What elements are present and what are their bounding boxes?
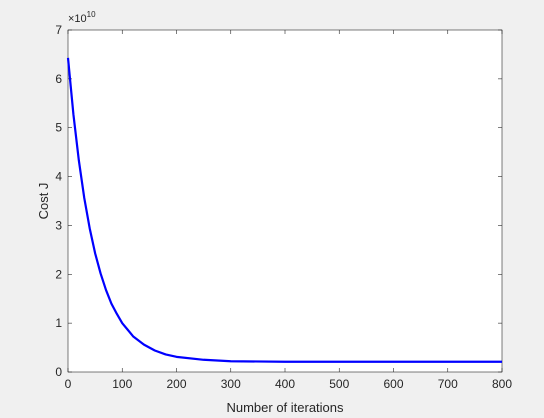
y-scale-exponent: 10 bbox=[87, 10, 96, 19]
x-tick-label: 200 bbox=[166, 377, 186, 391]
x-tick-label: 400 bbox=[275, 377, 295, 391]
y-tick-label: 4 bbox=[55, 170, 62, 184]
x-tick-label: 300 bbox=[221, 377, 241, 391]
x-tick-label: 700 bbox=[438, 377, 458, 391]
y-tick-label: 2 bbox=[55, 267, 62, 281]
y-tick-label: 5 bbox=[55, 121, 62, 135]
x-tick-label: 800 bbox=[492, 377, 512, 391]
cost-line bbox=[66, 57, 502, 363]
x-tick-label: 500 bbox=[329, 377, 349, 391]
y-tick-label: 3 bbox=[55, 218, 62, 232]
y-tick-label: 1 bbox=[55, 316, 62, 330]
y-tick-label: 0 bbox=[55, 365, 62, 379]
plot-area bbox=[67, 29, 503, 373]
y-axis-label: Cost J bbox=[36, 183, 51, 220]
x-tick-label: 100 bbox=[112, 377, 132, 391]
y-tick-label: 6 bbox=[55, 72, 62, 86]
x-axis-label: Number of iterations bbox=[226, 400, 344, 415]
y-scale-base: ×10 bbox=[68, 13, 87, 25]
x-tick-label: 600 bbox=[383, 377, 403, 391]
y-tick-label: 7 bbox=[55, 23, 62, 37]
x-tick-label: 0 bbox=[65, 377, 72, 391]
y-scale-label: ×1010 bbox=[68, 10, 96, 25]
